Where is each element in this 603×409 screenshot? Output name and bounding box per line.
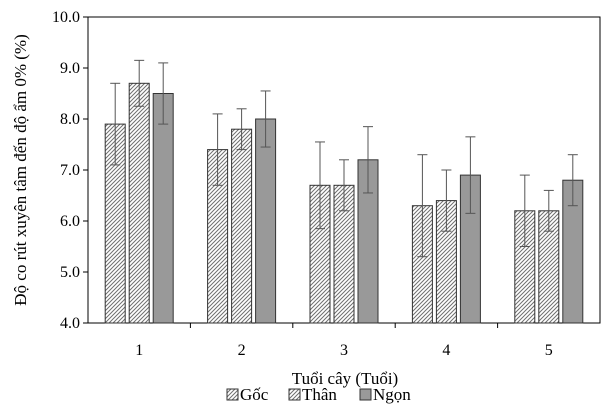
y-tick-label: 5.0 <box>60 264 80 281</box>
bar-Thân <box>231 128 253 324</box>
x-tick-label: 4 <box>442 342 450 359</box>
legend-swatch <box>288 388 301 401</box>
y-tick-label: 6.0 <box>60 213 80 230</box>
x-tick-label: 5 <box>545 342 553 359</box>
y-tick-label: 10.0 <box>52 9 80 26</box>
legend-label: Gốc <box>240 385 269 404</box>
x-tick-label: 3 <box>340 342 348 359</box>
y-tick-label: 4.0 <box>60 315 80 332</box>
bar-Ngọn <box>255 118 277 324</box>
bar-Thân <box>128 82 150 324</box>
legend-label: Thân <box>302 385 337 404</box>
bar-Ngọn <box>152 93 174 324</box>
y-tick-label: 8.0 <box>60 111 80 128</box>
y-tick-label: 7.0 <box>60 162 80 179</box>
legend-label: Ngọn <box>373 385 411 404</box>
x-axis-ticks: 1 2 3 4 5 <box>135 323 553 359</box>
legend-swatch <box>359 388 372 401</box>
x-tick-label: 1 <box>135 342 143 359</box>
y-axis-title: Độ co rút xuyên tâm đến độ ẩm 0% (%) <box>11 34 30 305</box>
y-axis-ticks: 4.0 5.0 6.0 7.0 8.0 9.0 10.0 <box>52 9 88 332</box>
x-tick-label: 2 <box>238 342 246 359</box>
legend-swatch <box>226 388 239 401</box>
x-axis-title: Tuổi cây (Tuổi) <box>292 369 398 388</box>
legend: Gốc Thân Ngọn <box>226 385 411 404</box>
y-tick-label: 9.0 <box>60 60 80 77</box>
error-bars-group <box>110 59 578 258</box>
